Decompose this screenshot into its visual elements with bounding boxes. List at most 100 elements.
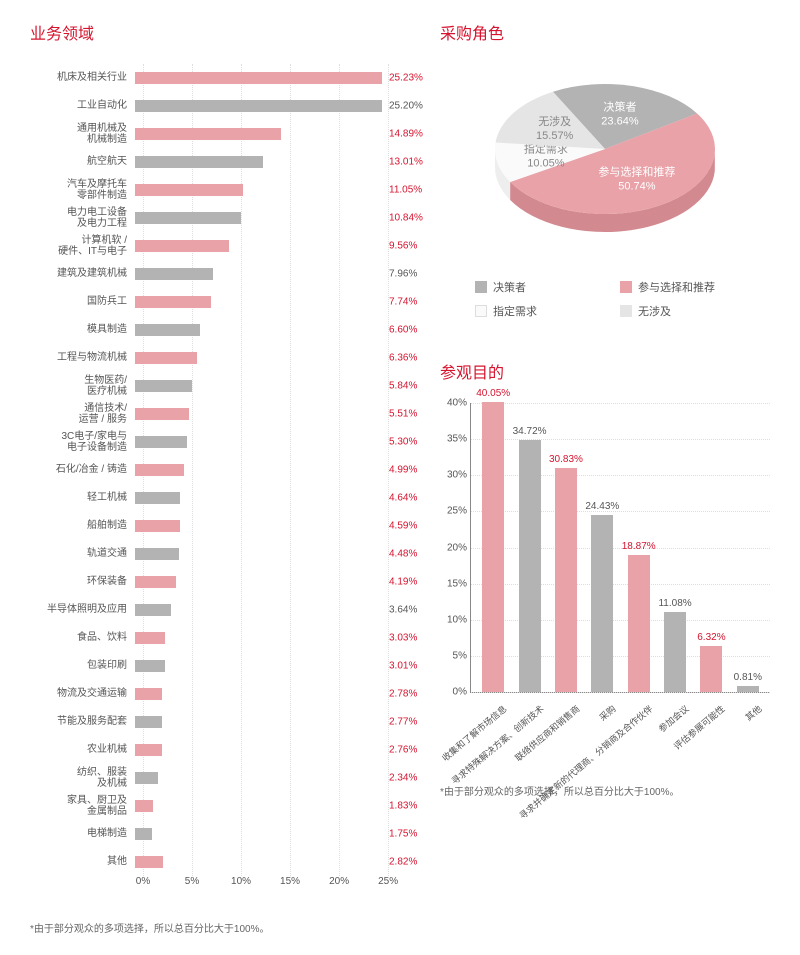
hbar-label: 计算机软 /硬件、IT与电子: [30, 235, 135, 258]
hbar-value: 13.01%: [389, 157, 423, 168]
hbar-bar: [135, 464, 184, 476]
hbar-label: 航空航天: [30, 156, 135, 168]
hbar-value: 4.59%: [389, 521, 417, 532]
pie-slice-value: 23.64%: [601, 115, 639, 127]
vbar-col: 18.87%寻求并确定新的代理商、分销商及合作伙伴: [624, 555, 654, 692]
hbar-row: 船舶制造4.59%: [30, 512, 400, 540]
hbar-bar: [135, 828, 152, 840]
hbar-label: 其他: [30, 856, 135, 868]
hbar-value: 14.89%: [389, 129, 423, 140]
axis-tick: 35%: [447, 434, 471, 445]
axis-tick: 15%: [447, 578, 471, 589]
hbar-label: 建筑及建筑机械: [30, 268, 135, 280]
hbar-row: 国防兵工7.74%: [30, 288, 400, 316]
axis-tick: 10%: [447, 614, 471, 625]
axis-tick: 25%: [447, 506, 471, 517]
hbar-value: 2.34%: [389, 773, 417, 784]
hbar-row: 汽车及摩托车零部件制造11.05%: [30, 176, 400, 204]
hbar-row: 航空航天13.01%: [30, 148, 400, 176]
procurement-role-chart: 决策者23.64%参与选择和推荐50.74%指定需求10.05%无涉及15.57…: [440, 64, 770, 319]
visit-purpose-chart: 40.05%收集和了解市场信息34.72%寻求特殊解决方案、创新技术30.83%…: [470, 403, 770, 693]
axis-tick: 20%: [329, 876, 349, 887]
vbar-title: 参观目的: [440, 359, 770, 383]
hbar-label: 生物医药/医疗机械: [30, 375, 135, 398]
hbar-value: 7.74%: [389, 297, 417, 308]
hbar-bar: [135, 744, 162, 756]
legend-label: 指定需求: [493, 303, 537, 319]
hbar-bar: [135, 772, 158, 784]
hbar-value: 1.83%: [389, 801, 417, 812]
vbar-col: 0.81%其他: [733, 686, 763, 692]
hbar-bar: [135, 380, 192, 392]
hbar-row: 工业自动化25.20%: [30, 92, 400, 120]
hbar-label: 节能及服务配套: [30, 716, 135, 728]
hbar-value: 5.30%: [389, 437, 417, 448]
vbar-label: 其他: [742, 702, 764, 724]
hbar-row: 家具、厨卫及金属制品1.83%: [30, 792, 400, 820]
hbar-value: 5.84%: [389, 381, 417, 392]
hbar-bar: [135, 604, 171, 616]
pie-slice-value: 15.57%: [536, 130, 574, 142]
hbar-value: 4.99%: [389, 465, 417, 476]
hbar-row: 半导体照明及应用3.64%: [30, 596, 400, 624]
vbar-bar: [628, 555, 650, 692]
hbar-value: 2.78%: [389, 689, 417, 700]
axis-tick: 25%: [378, 876, 398, 887]
vbar-value: 34.72%: [513, 426, 547, 437]
hbar-value: 5.51%: [389, 409, 417, 420]
legend-label: 决策者: [493, 279, 526, 295]
vbar-label: 采购: [597, 702, 619, 724]
hbar-label: 汽车及摩托车零部件制造: [30, 179, 135, 202]
axis-tick: 20%: [447, 542, 471, 553]
pie-title: 采购角色: [440, 20, 770, 44]
hbar-footnote: *由于部分观众的多项选择，所以总百分比大于100%。: [30, 920, 400, 935]
vbar-value: 18.87%: [622, 541, 656, 552]
hbar-row: 纺织、服装及机械2.34%: [30, 764, 400, 792]
hbar-row: 计算机软 /硬件、IT与电子9.56%: [30, 232, 400, 260]
hbar-label: 物流及交通运输: [30, 688, 135, 700]
hbar-row: 食品、饮料3.03%: [30, 624, 400, 652]
hbar-bar: [135, 548, 179, 560]
vbar-bar: [555, 468, 577, 692]
hbar-value: 6.60%: [389, 325, 417, 336]
legend-swatch: [620, 281, 632, 293]
hbar-label: 电梯制造: [30, 828, 135, 840]
hbar-row: 通用机械及机械制造14.89%: [30, 120, 400, 148]
vbar-value: 24.43%: [585, 501, 619, 512]
vbar-col: 6.32%评估参展可能性: [696, 646, 726, 692]
hbar-label: 电力电工设备及电力工程: [30, 207, 135, 230]
hbar-label: 环保装备: [30, 576, 135, 588]
vbar-col: 24.43%采购: [587, 515, 617, 692]
hbar-value: 3.01%: [389, 661, 417, 672]
hbar-value: 4.48%: [389, 549, 417, 560]
vbar-value: 40.05%: [476, 388, 510, 399]
axis-tick: 10%: [231, 876, 251, 887]
legend-item: 决策者: [475, 279, 590, 295]
hbar-value: 1.75%: [389, 829, 417, 840]
hbar-bar: [135, 184, 243, 196]
hbar-label: 食品、饮料: [30, 632, 135, 644]
hbar-value: 2.76%: [389, 745, 417, 756]
vbar-value: 0.81%: [734, 672, 762, 683]
legend-swatch: [475, 305, 487, 317]
hbar-value: 2.82%: [389, 857, 417, 868]
pie-slice-value: 10.05%: [527, 158, 565, 170]
hbar-value: 10.84%: [389, 213, 423, 224]
vbar-col: 30.83%联络供应商和销售商: [551, 468, 581, 692]
hbar-label: 3C电子/家电与电子设备制造: [30, 431, 135, 454]
hbar-row: 环保装备4.19%: [30, 568, 400, 596]
axis-tick: 40%: [447, 398, 471, 409]
hbar-bar: [135, 856, 163, 868]
legend-label: 无涉及: [638, 303, 671, 319]
hbar-row: 农业机械2.76%: [30, 736, 400, 764]
hbar-bar: [135, 324, 200, 336]
business-domain-chart: 机床及相关行业25.23%工业自动化25.20%通用机械及机械制造14.89%航…: [30, 64, 400, 906]
hbar-bar: [135, 632, 165, 644]
hbar-bar: [135, 436, 187, 448]
hbar-row: 其他2.82%: [30, 848, 400, 876]
hbar-row: 包装印刷3.01%: [30, 652, 400, 680]
hbar-bar: [135, 688, 162, 700]
hbar-value: 3.03%: [389, 633, 417, 644]
vbar-col: 11.08%参加会议: [660, 612, 690, 692]
hbar-bar: [135, 660, 165, 672]
